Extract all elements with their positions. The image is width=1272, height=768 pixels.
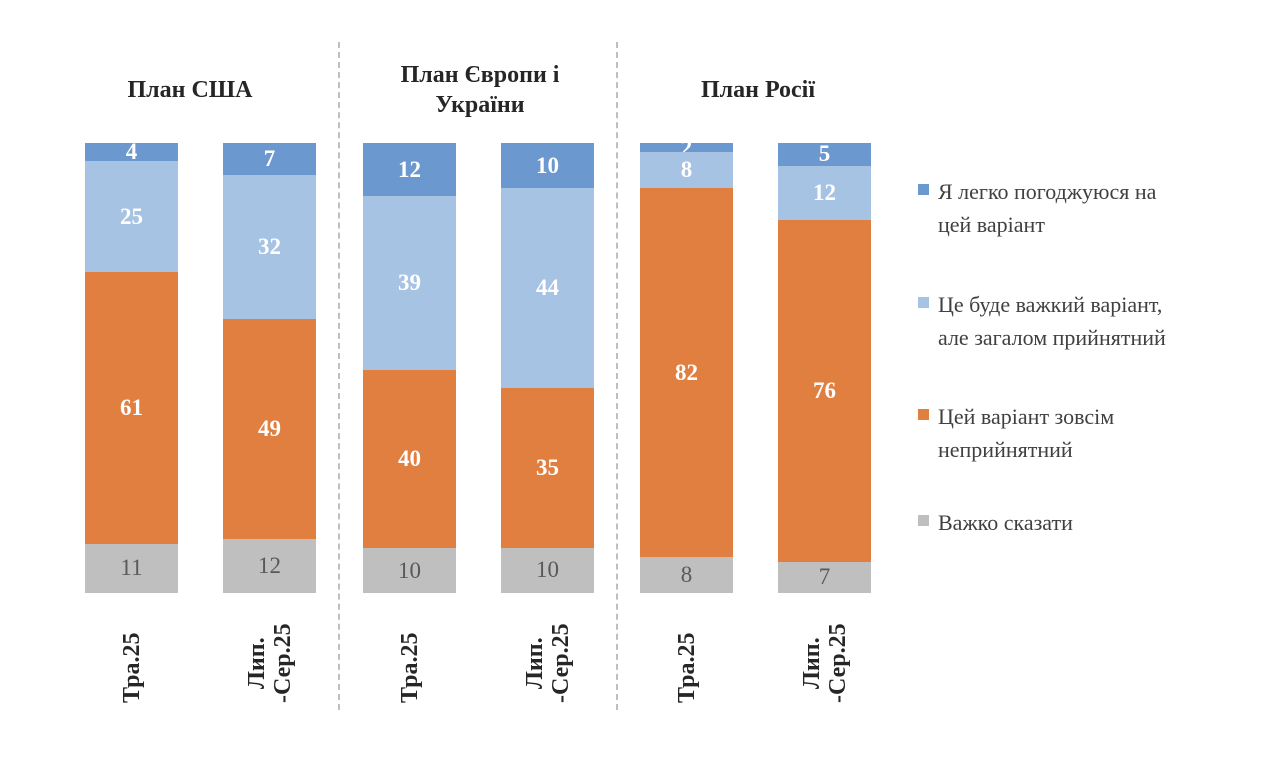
bar-segment-hard-to-say: 10 [363,548,456,593]
bar-segment-hard-to-say: 11 [85,543,178,593]
legend-swatch [918,297,929,308]
bar-segment-unacceptable: 40 [363,370,456,549]
data-label: 10 [536,557,559,583]
group-title-europe-ukraine: План Європи і України [400,62,560,118]
bar-segment-easy-agree: 10 [501,143,594,189]
bar-segment-hard-to-say: 7 [778,561,871,593]
bar-segment-unacceptable: 49 [223,318,316,539]
data-label: 2 [680,134,693,160]
bar: 2 8 82 8 [640,135,733,593]
data-label: 7 [263,145,276,171]
data-label: 10 [536,152,559,178]
legend-label: Важко сказати [938,510,1073,535]
bar-segment-easy-agree: 2 [640,135,733,160]
bar: 10 44 35 10 [501,143,594,593]
data-label: 4 [125,138,138,164]
category-label: Тра.25 [673,632,700,703]
bar-segment-hard-acceptable: 8 [640,152,733,188]
bar: 12 39 40 10 [363,143,456,593]
data-label: 12 [398,156,421,182]
data-label: 8 [680,562,693,587]
bar-segment-unacceptable: 76 [778,219,871,562]
group-title-usa: План США [127,77,253,103]
category-label: Лип. -Сер.25 [243,623,296,703]
legend-swatch [918,409,929,420]
data-label: 32 [258,233,281,259]
bar: 4 25 61 11 [85,139,178,593]
data-label: 12 [813,179,836,205]
legend-swatch [918,184,929,195]
data-label: 25 [120,203,143,229]
bar-segment-unacceptable: 35 [501,388,594,548]
group-title-russia: План Росії [700,77,815,103]
data-label: 7 [818,564,831,590]
bar-segment-hard-acceptable: 39 [363,196,456,371]
category-label: Тра.25 [118,632,145,703]
bar-segment-unacceptable: 61 [85,272,178,544]
bar: 7 32 49 12 [223,143,316,593]
bar-segment-easy-agree: 7 [223,143,316,175]
legend-label: Цей варіант зовсім неприйнятний [938,404,1115,462]
data-label: 8 [680,157,693,182]
bar-segment-hard-acceptable: 12 [778,165,871,220]
bar-segment-easy-agree: 4 [85,139,178,164]
data-label: 10 [398,557,421,583]
data-label: 61 [120,395,143,421]
group-divider [338,42,340,710]
category-label: Тра.25 [396,632,423,703]
bar-segment-hard-to-say: 12 [223,539,316,593]
data-label: 12 [258,553,281,578]
bar-segment-hard-acceptable: 44 [501,188,594,389]
data-label: 49 [258,415,281,441]
category-label: Лип. -Сер.25 [521,623,574,703]
bar-segment-unacceptable: 82 [640,188,733,557]
bar-segment-easy-agree: 5 [778,141,871,167]
category-label: Лип. -Сер.25 [798,623,851,703]
legend-label: Я легко погоджуюся на цей варіант [938,179,1157,237]
data-label: 11 [120,555,143,581]
data-label: 40 [398,446,421,472]
bar-segment-hard-to-say: 8 [640,557,733,593]
data-label: 35 [536,454,559,480]
data-label: 76 [813,377,836,403]
bar-segment-hard-acceptable: 32 [223,174,316,319]
bar-segment-hard-acceptable: 25 [85,160,178,273]
data-label: 5 [818,141,831,167]
bar-segment-easy-agree: 12 [363,143,456,197]
group-divider [616,42,618,710]
data-label: 39 [398,270,421,296]
bar: 5 12 76 7 [778,141,871,593]
bar-segment-hard-to-say: 10 [501,547,594,593]
data-label: 82 [675,359,698,385]
legend-swatch [918,515,929,526]
data-label: 44 [536,275,559,301]
legend-label: Це буде важкий варіант, але загалом прий… [938,292,1166,350]
